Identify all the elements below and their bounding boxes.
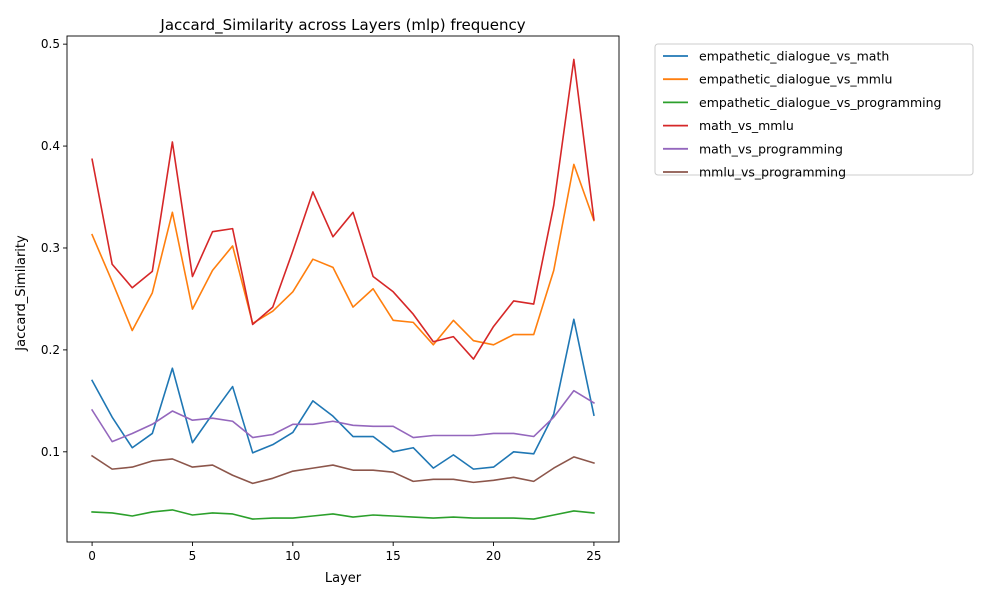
plot-frame (66, 35, 620, 543)
legend-label: empathetic_dialogue_vs_programming (699, 95, 941, 110)
x-axis-label: Layer (325, 571, 362, 586)
series-line-empathetic-dialogue-vs-math (91, 318, 595, 470)
x-tick-label: 10 (285, 549, 300, 563)
x-tick-label: 0 (88, 549, 96, 563)
y-tick-label: 0.4 (41, 139, 60, 153)
series-line-empathetic-dialogue-vs-mmlu (91, 163, 595, 346)
y-axis-label: Jaccard_Similarity (14, 235, 29, 352)
y-tick-label: 0.2 (41, 343, 60, 357)
legend-box (654, 43, 974, 176)
y-axis: 0.1 0.2 0.3 0.4 0.5 (41, 37, 67, 459)
x-axis: 0 5 10 15 20 25 (88, 542, 602, 563)
legend-label: math_vs_programming (699, 141, 843, 156)
x-tick-label: 20 (486, 549, 501, 563)
y-tick-label: 0.5 (41, 37, 60, 51)
legend-label: empathetic_dialogue_vs_math (699, 49, 889, 64)
y-tick-label: 0.3 (41, 241, 60, 255)
series-line-math-vs-programming (90, 389, 596, 443)
legend-label: math_vs_mmlu (699, 118, 794, 133)
x-tick-label: 25 (586, 549, 601, 563)
series-line-math-vs-mmlu (91, 58, 595, 360)
legend-label: empathetic_dialogue_vs_mmlu (699, 72, 892, 87)
legend-label: mmlu_vs_programming (699, 165, 846, 180)
series-line-mmlu-vs-programming (90, 454, 595, 485)
plot-area (66, 35, 620, 543)
x-tick-label: 5 (189, 549, 197, 563)
legend: empathetic_dialogue_vs_math empathetic_di… (654, 43, 974, 180)
series-line-empathetic-dialogue-vs-programming (91, 509, 595, 520)
chart-title: Jaccard_Similarity across Layers (mlp) f… (159, 16, 525, 35)
y-tick-label: 0.1 (41, 445, 60, 459)
x-tick-label: 15 (386, 549, 401, 563)
